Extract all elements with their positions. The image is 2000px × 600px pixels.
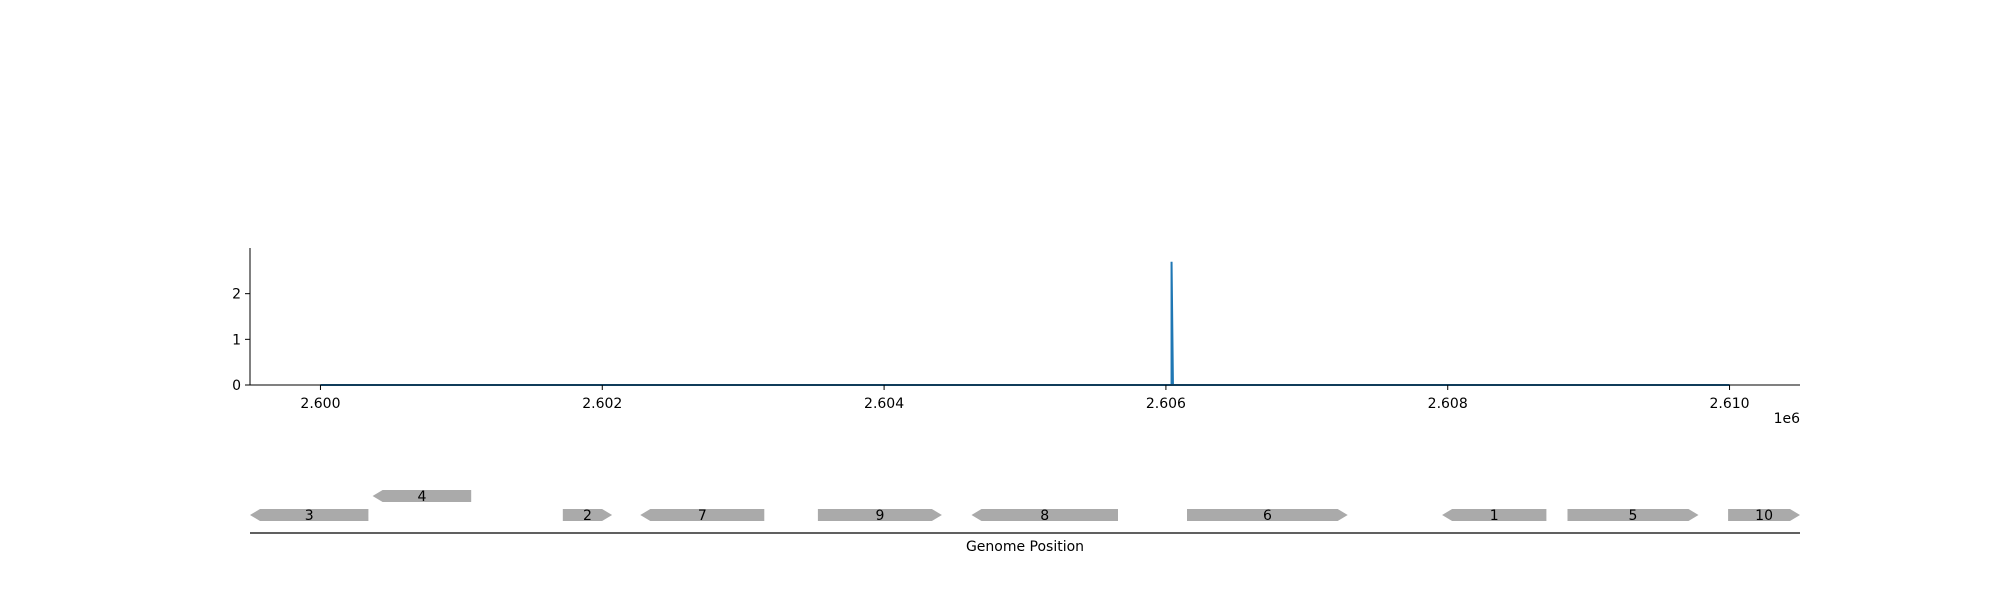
coverage-plot: 0 1 2 2.600 2.602 2.604 2.606 2.608 2.610 1e6 xyxy=(232,248,1800,427)
gene-arrow xyxy=(1728,509,1800,521)
gene-arrow xyxy=(1187,509,1348,521)
y-tick-label: 1 xyxy=(232,332,241,348)
gene-arrow xyxy=(640,509,765,521)
x-tick-label: 2.610 xyxy=(1709,396,1749,412)
gene-label: 3 xyxy=(305,508,314,524)
gene-track-xlabel: Genome Position xyxy=(966,539,1084,555)
gene-label: 2 xyxy=(583,508,592,524)
gene-label: 5 xyxy=(1629,508,1638,524)
x-tick-label: 2.602 xyxy=(582,396,622,412)
x-axis-offset-label: 1e6 xyxy=(1774,411,1801,427)
gene-arrow xyxy=(1567,509,1699,521)
gene-arrow xyxy=(1442,509,1547,521)
y-tick-label: 2 xyxy=(232,287,241,303)
gene-label: 6 xyxy=(1263,508,1272,524)
y-tick-label: 0 xyxy=(232,378,241,394)
x-tick-label: 2.600 xyxy=(300,396,340,412)
gene-arrows: 3 4 2 7 9 8 6 1 5 10 xyxy=(250,489,1800,524)
gene-label: 4 xyxy=(417,489,426,505)
gene-track: 3 4 2 7 9 8 6 1 5 10 Genome Position xyxy=(250,489,1800,555)
gene-label: 9 xyxy=(875,508,884,524)
x-tick-label: 2.608 xyxy=(1428,396,1468,412)
gene-label: 1 xyxy=(1490,508,1499,524)
gene-arrow xyxy=(372,490,472,502)
x-tick-label: 2.604 xyxy=(864,396,904,412)
gene-label: 7 xyxy=(698,508,707,524)
y-axis-ticks: 0 1 2 xyxy=(232,287,250,394)
gene-label: 10 xyxy=(1755,508,1773,524)
x-axis-ticks: 2.600 2.602 2.604 2.606 2.608 2.610 xyxy=(300,385,1750,412)
gene-arrow xyxy=(562,509,613,521)
x-tick-label: 2.606 xyxy=(1146,396,1186,412)
gene-arrow xyxy=(250,509,369,521)
gene-label: 8 xyxy=(1040,508,1049,524)
gene-arrow xyxy=(817,509,942,521)
gene-arrow xyxy=(971,509,1118,521)
